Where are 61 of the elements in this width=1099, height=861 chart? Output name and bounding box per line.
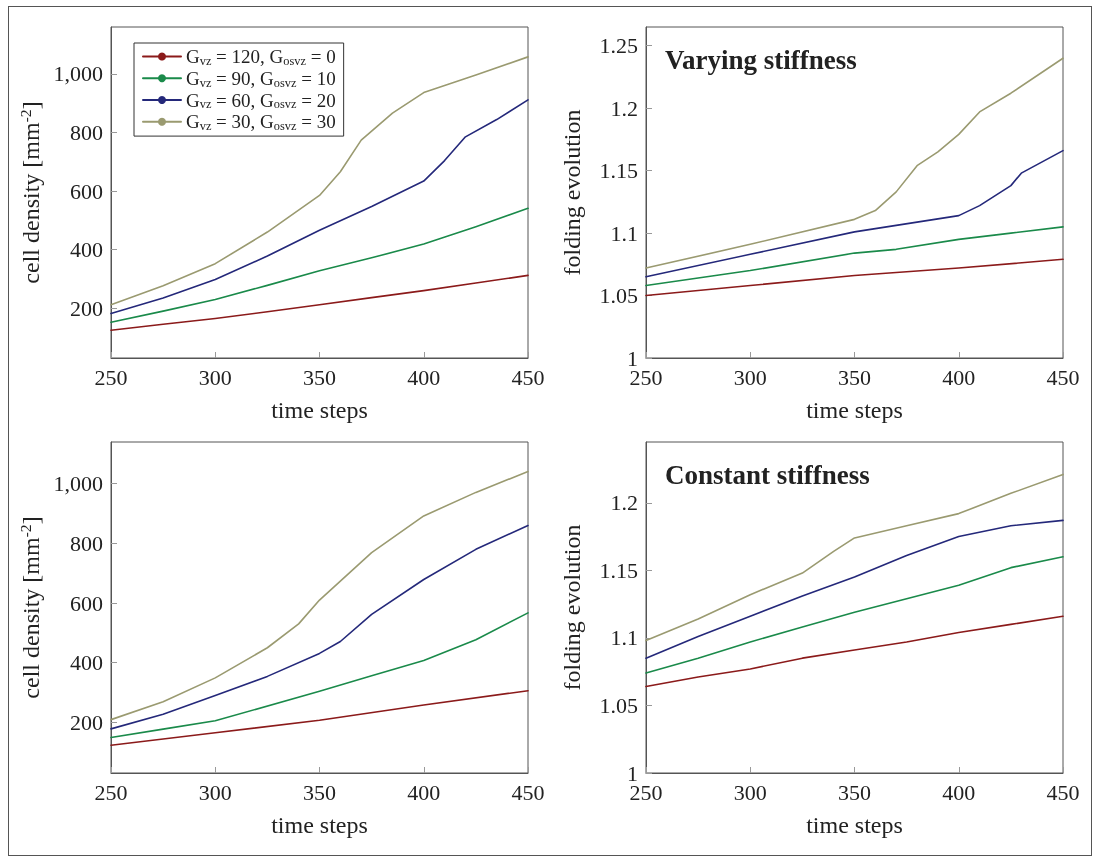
x-tick-label: 350 <box>838 779 871 805</box>
x-tick-label: 400 <box>942 779 976 805</box>
x-tick-label: 450 <box>1046 779 1080 805</box>
x-tick-label: 300 <box>733 779 767 805</box>
y-tick-label: 400 <box>70 237 103 263</box>
x-tick-label: 450 <box>511 364 545 390</box>
x-tick-label: 300 <box>198 779 232 805</box>
y-tick-label: 800 <box>70 530 103 556</box>
x-tick-label: 350 <box>303 779 336 805</box>
y-axis-title: cell density [mm-2] <box>16 101 44 284</box>
y-tick-label: 1.15 <box>599 557 638 583</box>
y-tick-label: 1.1 <box>610 220 638 246</box>
line-series <box>645 149 1064 278</box>
x-axis-title: time steps <box>806 397 903 423</box>
line-series <box>110 612 529 739</box>
line-series <box>645 556 1064 674</box>
x-tick-label: 350 <box>303 364 336 390</box>
line-series <box>645 519 1064 659</box>
y-tick-label: 1.05 <box>599 692 638 718</box>
y-tick-label: 1,000 <box>53 61 103 87</box>
y-tick-label: 1,000 <box>53 471 103 497</box>
line-series <box>645 258 1064 297</box>
line-series <box>110 470 529 721</box>
x-tick-label: 250 <box>94 779 128 805</box>
y-tick-label: 1.2 <box>610 490 638 516</box>
y-tick-label: 600 <box>70 590 103 616</box>
y-tick-label: 1.05 <box>599 283 638 309</box>
line-series <box>645 226 1064 287</box>
x-tick-label: 400 <box>407 364 441 390</box>
y-axis-title: folding evolution <box>559 109 585 276</box>
y-tick-label: 1 <box>627 345 638 371</box>
y-tick-label: 800 <box>70 119 103 145</box>
line-series <box>110 524 529 730</box>
x-axis-title: time steps <box>271 397 368 423</box>
y-tick-label: 200 <box>70 295 103 321</box>
x-tick-label: 450 <box>1046 364 1080 390</box>
x-tick-label: 250 <box>94 364 128 390</box>
x-axis-title: time steps <box>271 812 368 838</box>
line-series <box>110 274 529 331</box>
x-tick-label: 400 <box>942 364 976 390</box>
x-tick-label: 300 <box>733 364 767 390</box>
y-tick-label: 1.25 <box>599 33 638 59</box>
y-tick-label: 1.2 <box>610 95 638 121</box>
y-axis-title: folding evolution <box>559 524 585 691</box>
text: Varying stiffness <box>665 44 857 75</box>
x-tick-label: 350 <box>838 364 871 390</box>
x-tick-label: 400 <box>407 779 441 805</box>
x-tick-label: 450 <box>511 779 545 805</box>
line-series <box>110 689 529 747</box>
y-tick-label: 1.15 <box>599 158 638 184</box>
y-tick-label: 200 <box>70 709 103 735</box>
y-tick-label: 1.1 <box>610 625 638 651</box>
y-tick-label: 400 <box>70 650 103 676</box>
x-tick-label: 300 <box>198 364 232 390</box>
y-axis-title: cell density [mm-2] <box>16 516 44 699</box>
y-tick-label: 600 <box>70 178 103 204</box>
x-axis-title: time steps <box>806 812 903 838</box>
line-series <box>110 207 529 324</box>
y-tick-label: 1 <box>627 760 638 786</box>
text: Constant stiffness <box>665 459 870 490</box>
line-series <box>645 615 1064 688</box>
